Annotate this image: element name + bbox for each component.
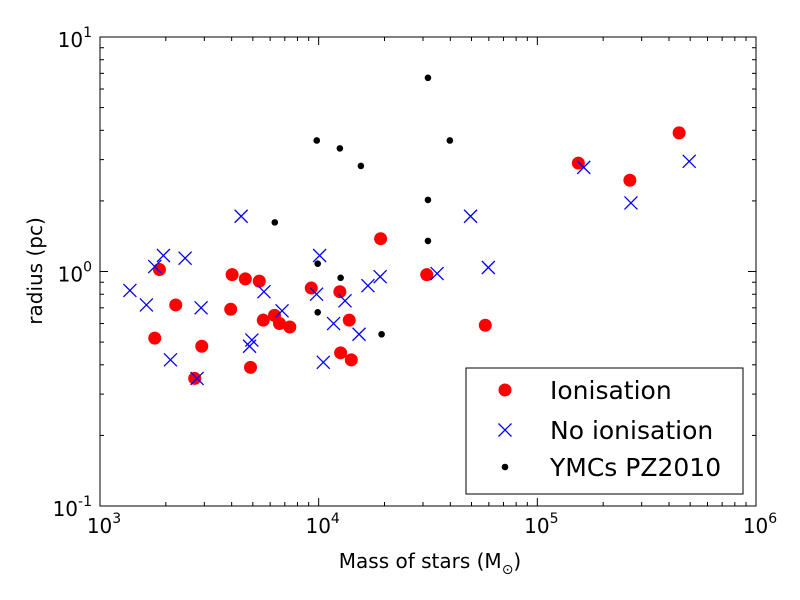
point-no-ionisation [234, 209, 249, 224]
x-tick-label: 104 [305, 511, 339, 538]
point-no-ionisation [275, 303, 290, 318]
point-no-ionisation [576, 160, 591, 175]
axis-ticks [100, 37, 756, 506]
point-ymc [271, 219, 279, 226]
point-ymc [313, 137, 321, 144]
point-no-ionisation [194, 300, 209, 315]
point-no-ionisation [139, 297, 154, 312]
data-marks [122, 74, 697, 386]
point-ymc [314, 260, 322, 267]
legend-marker-ionisation [498, 383, 512, 397]
point-ionisation [333, 285, 347, 299]
point-ymc [336, 145, 344, 152]
point-ymc [337, 274, 344, 282]
point-no-ionisation [316, 355, 331, 370]
point-ymc [446, 137, 454, 144]
point-no-ionisation [682, 154, 697, 169]
x-axis-title: Mass of stars (M⊙) [339, 549, 521, 578]
y-tick-label: 101 [58, 25, 92, 52]
point-no-ionisation [360, 278, 375, 293]
point-no-ionisation [156, 248, 171, 263]
point-ionisation [623, 173, 637, 187]
point-ionisation [225, 268, 239, 282]
point-ionisation [188, 371, 202, 385]
x-tick-label: 105 [524, 511, 558, 538]
point-ionisation [224, 302, 238, 316]
point-no-ionisation [312, 248, 327, 263]
point-ymc [424, 237, 432, 245]
point-ymc [314, 308, 322, 316]
y-tick-label: 100 [58, 260, 92, 287]
axis-tick-labels: 103 104 105 106 10-1 100 101 [53, 25, 778, 538]
legend: Ionisation No ionisation YMCs PZ2010 [465, 367, 744, 495]
legend-label-no-ionisation: No ionisation [550, 416, 713, 445]
legend-marker-ymc [501, 463, 509, 471]
point-ionisation [256, 313, 270, 327]
point-no-ionisation [430, 266, 445, 281]
point-ionisation [272, 317, 286, 331]
legend-marker-no-ionisation [498, 423, 512, 437]
point-ionisation [169, 298, 183, 312]
point-ionisation [374, 232, 388, 246]
point-ionisation [334, 346, 348, 360]
point-ionisation [344, 353, 358, 367]
point-no-ionisation [178, 251, 193, 266]
legend-label-ionisation: Ionisation [550, 376, 672, 405]
point-no-ionisation [147, 259, 162, 274]
point-ionisation [571, 156, 585, 170]
legend-label-ymc: YMCs PZ2010 [549, 453, 721, 482]
point-ionisation [420, 268, 434, 282]
point-ionisation [244, 360, 258, 374]
point-no-ionisation [190, 371, 205, 386]
point-no-ionisation [163, 352, 178, 367]
x-tick-label: 103 [87, 511, 121, 538]
point-no-ionisation [244, 333, 259, 348]
point-ionisation [283, 320, 297, 334]
point-no-ionisation [373, 269, 388, 284]
point-ionisation [195, 339, 209, 353]
point-no-ionisation [623, 196, 638, 210]
point-ymc [424, 74, 432, 82]
point-ionisation [342, 313, 356, 327]
x-tick-label: 106 [743, 511, 777, 538]
point-ionisation [152, 262, 166, 276]
point-no-ionisation [481, 260, 496, 275]
point-no-ionisation [463, 209, 478, 224]
legend-box [465, 367, 744, 495]
point-ionisation [148, 331, 162, 345]
point-ymc [357, 162, 365, 170]
y-axis-title: radius (pc) [23, 217, 47, 324]
point-ionisation [478, 318, 492, 332]
y-tick-label: 10-1 [53, 494, 92, 521]
point-no-ionisation [309, 287, 324, 302]
point-no-ionisation [352, 327, 367, 342]
point-no-ionisation [122, 283, 137, 298]
point-ymc [424, 196, 432, 204]
point-ionisation [252, 274, 266, 288]
point-no-ionisation [326, 316, 341, 331]
point-no-ionisation [256, 284, 271, 299]
point-ionisation [672, 126, 686, 140]
point-ionisation [238, 272, 252, 286]
point-ymc [378, 330, 385, 338]
point-no-ionisation [338, 293, 352, 308]
